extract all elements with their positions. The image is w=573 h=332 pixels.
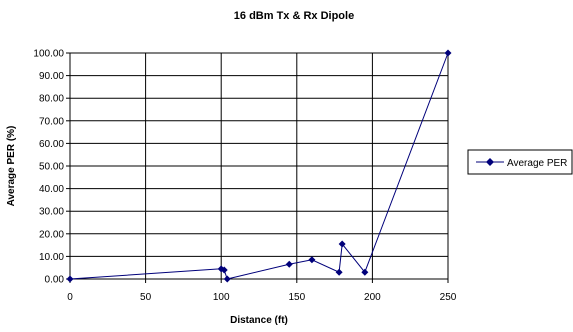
x-tick-label: 0 (67, 292, 73, 303)
data-point-marker (223, 275, 231, 283)
x-tick-label: 150 (288, 292, 305, 303)
chart-title: 16 dBm Tx & Rx Dipole (234, 10, 354, 22)
y-tick-label: 20.00 (39, 229, 64, 240)
legend-label: Average PER (507, 158, 567, 169)
y-tick-label: 70.00 (39, 116, 64, 127)
series-layer (66, 49, 452, 283)
y-axis: 0.00 10.00 20.00 30.00 40.00 50.00 60.00 70.00 8… (33, 49, 70, 286)
y-tick-label: 0.00 (45, 275, 65, 286)
data-point-marker (285, 260, 293, 268)
data-point-marker (66, 275, 74, 283)
data-point-marker (308, 256, 316, 264)
legend-marker (486, 158, 494, 166)
x-axis: 0 50 100 150 200 250 (67, 279, 457, 303)
y-tick-label: 50.00 (39, 162, 64, 173)
y-axis-title: Average PER (%) (6, 126, 17, 207)
y-tick-label: 100.00 (33, 49, 64, 60)
y-tick-label: 30.00 (39, 207, 64, 218)
x-tick-label: 100 (213, 292, 230, 303)
y-tick-label: 60.00 (39, 139, 64, 150)
y-tick-label: 10.00 (39, 252, 64, 263)
legend: Average PER (467, 149, 573, 175)
y-tick-label: 40.00 (39, 184, 64, 195)
grid-layer (70, 53, 448, 279)
y-tick-label: 90.00 (39, 71, 64, 82)
x-axis-title: Distance (ft) (230, 315, 288, 326)
x-tick-label: 200 (364, 292, 381, 303)
x-tick-label: 250 (440, 292, 457, 303)
data-point-marker (338, 240, 346, 248)
data-point-marker (361, 268, 369, 276)
data-point-marker (220, 266, 228, 274)
data-point-marker (444, 49, 452, 57)
data-point-marker (335, 268, 343, 276)
x-tick-label: 50 (140, 292, 152, 303)
y-tick-label: 80.00 (39, 94, 64, 105)
